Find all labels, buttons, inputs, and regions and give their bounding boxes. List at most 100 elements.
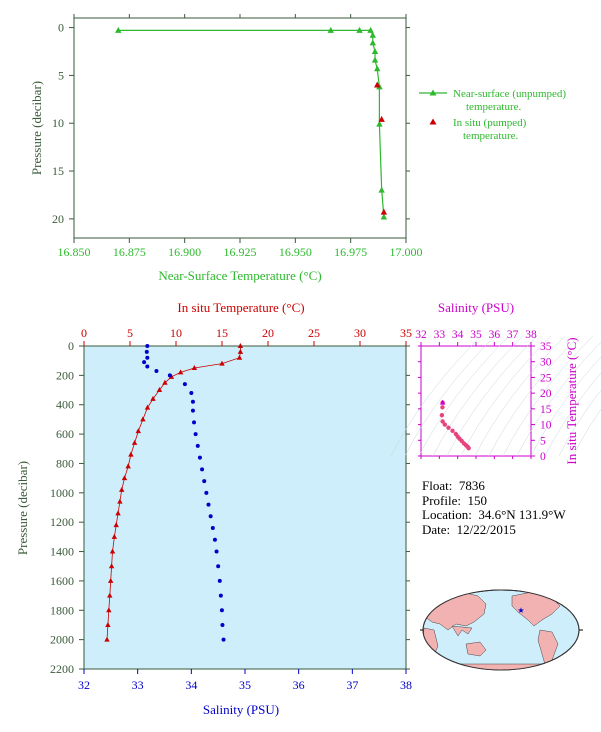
ts-point [440,419,445,424]
temperature-profile-point [140,416,146,422]
profile-top-axis-label: In situ Temperature (°C) [177,300,304,315]
ts-isopycnal [558,389,601,457]
ts-x-tick-label: 37 [507,329,519,341]
legend-unpumped-marker [429,89,437,96]
ts-isopycnal [474,335,566,457]
top-x-ticks: 16.850 16.875 16.900 16.925 16.950 16.975 17.0… [58,14,423,259]
salinity-profile-point [145,344,150,348]
salinity-profile-point [202,479,207,484]
date-value: 12/22/2015 [456,521,516,537]
float-label: Float: [422,478,453,493]
temperature-x-tick-label: 0 [81,326,87,340]
pressure-y-tick-label: 2000 [50,633,74,647]
profile-row: Profile: 150 [422,493,566,509]
legend-unpumped-label-line2: temperature. [466,101,522,113]
ts-x-tick-label: 33 [434,329,446,341]
ts-isopycnal [488,335,580,457]
ts-series [439,399,471,451]
ts-diagram: 32 33 34 35 36 37 38 0 5 10 15 20 25 30 35 Salinity (… [390,300,601,465]
salinity-profile-point [193,432,198,437]
temperature-profile-point [104,636,110,642]
profile-series [104,343,244,642]
temperature-profile-point [108,563,115,569]
ts-isopycnal [418,335,510,457]
temperature-profile-point [107,577,114,583]
ts-y-tick-label: 15 [540,404,552,416]
temperature-x-tick-label: 35 [400,326,412,340]
top-x-tick-label: 16.900 [168,245,201,259]
temperature-profile-point [121,475,128,481]
temperature-profile-point [237,348,244,354]
salinity-profile-point [218,593,223,598]
top-y-tick-label: 5 [58,68,64,82]
top-x-axis-label: Near-Surface Temperature (°C) [158,268,321,283]
svg-text:Near-surface (unpumped): Near-surface (unpumped) temperature. [453,88,569,113]
ts-point [440,405,445,410]
ts-isopycnal [502,335,594,457]
ts-x-axis-label: Salinity (PSU) [438,300,514,315]
legend-pumped-label-line2: temperature. [463,130,519,142]
ts-isopycnal [390,335,482,457]
salinity-profile-point [216,564,221,569]
temperature-profile-point [150,395,156,401]
temperature-salinity-profile-chart: 0 5 10 15 20 25 30 35 32 33 34 35 36 37 38 0 200 400 600… [15,300,412,717]
salinity-profile-point [204,490,209,495]
pressure-y-tick-label: 1400 [50,545,74,559]
temperature-profile-point [191,365,198,371]
salinity-x-tick-label: 36 [293,678,305,692]
salinity-profile-point [190,408,195,413]
pressure-y-tick-label: 2200 [50,662,74,676]
top-x-tick-label: 16.975 [334,245,367,259]
temperature-profile-point [119,486,125,492]
ts-x-ticks: 32 33 34 35 36 37 38 [415,329,537,459]
ts-isopycnal [460,335,552,457]
location-value: 34.6°N 131.9°W [478,507,566,522]
pumped-temperature-point [378,115,385,122]
ts-isopycnal-lines [390,335,601,457]
ts-isopycnal [530,356,601,457]
unpumped-temperature-point [371,56,379,63]
salinity-profile-point [220,622,225,627]
temperature-profile-point [135,428,141,434]
ts-x-tick-label: 34 [452,329,464,341]
temperature-profile-point [131,439,138,445]
top-y-ticks: 0 5 10 15 20 [52,21,410,226]
unpumped-temperature-point [115,26,122,33]
pumped-temperature-point [380,208,388,215]
pressure-y-tick-label: 1600 [50,574,74,588]
salinity-profile-point [142,360,147,365]
ts-isopycnal [572,408,601,457]
salinity-profile-point [182,382,187,387]
ts-y-tick-label: 5 [540,435,546,447]
world-map: ★ [420,589,583,671]
salinity-profile-point [206,502,211,507]
top-y-tick-label: 10 [52,116,64,130]
temperature-x-tick-label: 10 [170,326,182,340]
pressure-y-tick-label: 1800 [50,603,74,617]
salinity-x-tick-label: 33 [132,678,144,692]
temperature-profile-point [156,387,163,393]
ts-x-tick-label: 38 [525,329,537,341]
ts-y-tick-label: 35 [540,341,552,353]
salinity-x-tick-label: 35 [239,678,251,692]
ts-y-tick-label: 25 [540,372,552,384]
unpumped-temperature-point [380,213,388,220]
temperature-profile-point [219,360,225,366]
pressure-y-tick-label: 400 [56,398,74,412]
temperature-profile-point [162,379,168,385]
ts-isopycnal [544,372,601,457]
profile-bottom-axis-label: Salinity (PSU) [203,702,279,717]
temperature-profile-point [106,607,112,613]
unpumped-temperature-point [369,31,376,38]
top-y-tick-label: 0 [58,21,64,35]
ts-isopycnal [432,335,524,457]
pressure-y-tick-label: 1200 [50,515,74,529]
date-label: Date: [422,521,451,537]
ts-point [439,412,445,418]
top-y-axis-label: Pressure (decibar) [29,81,44,175]
float-value: 7836 [458,478,485,493]
ts-x-tick-label: 35 [470,329,482,341]
salinity-profile-point [208,514,213,519]
salinity-profile-point [212,537,217,542]
